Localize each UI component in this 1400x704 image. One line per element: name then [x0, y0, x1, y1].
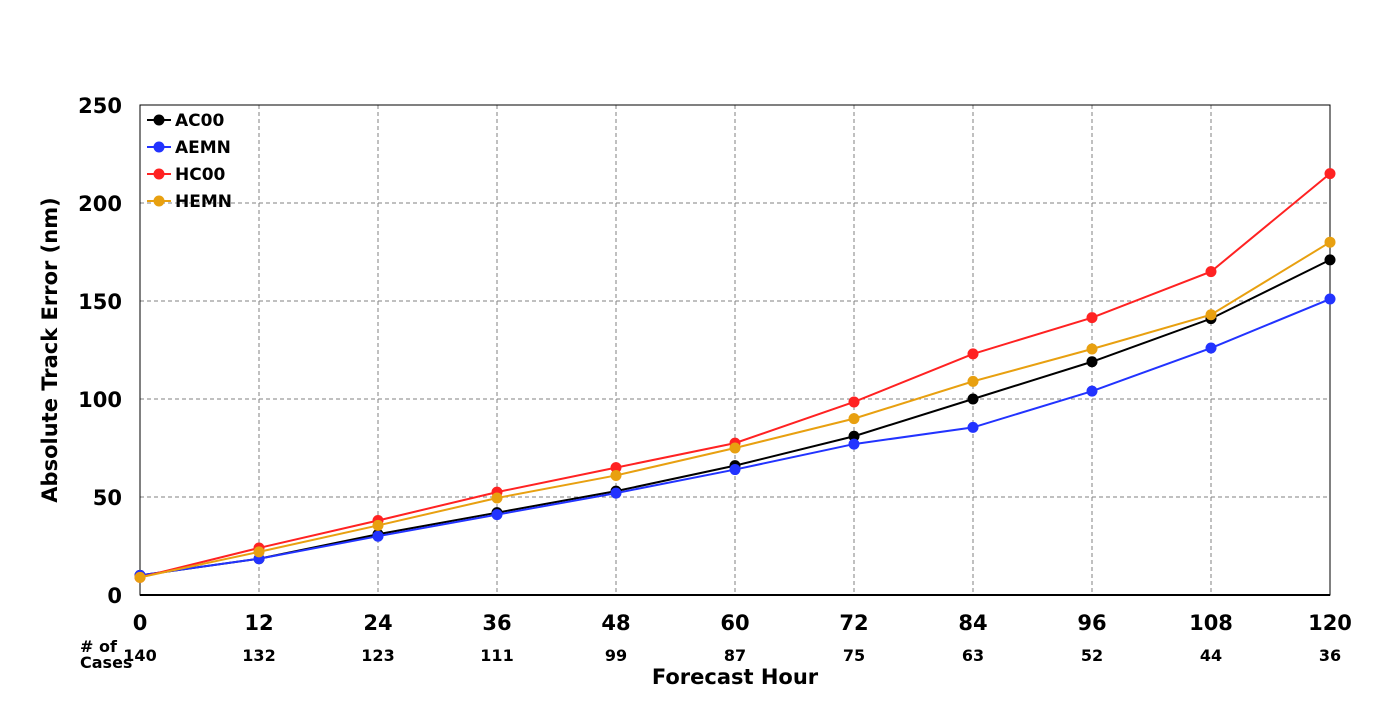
data-point: [1324, 293, 1336, 305]
data-point: [1324, 168, 1336, 180]
data-point: [1205, 309, 1217, 321]
data-point: [1086, 312, 1098, 324]
y-tick-label: 200: [78, 192, 122, 216]
y-axis-title: Absolute Track Error (nm): [38, 197, 62, 502]
y-tick-labels: 0 50 100 150 200 250: [78, 94, 122, 608]
data-point: [967, 393, 979, 405]
cases-label-line1: # of: [80, 637, 118, 656]
data-point: [1205, 342, 1217, 354]
case-count: 63: [962, 646, 984, 665]
legend-item-aemn: AEMN: [147, 138, 231, 158]
series-layer: [134, 168, 1336, 583]
legend-marker: [153, 141, 165, 153]
case-count: 87: [724, 646, 746, 665]
case-count: 52: [1081, 646, 1103, 665]
data-point: [372, 519, 384, 531]
data-point: [1086, 343, 1098, 355]
data-point: [848, 430, 860, 442]
data-point: [729, 442, 741, 454]
x-tick-label: 0: [133, 611, 148, 635]
legend-item-hc00: HC00: [147, 165, 226, 185]
data-point: [610, 462, 622, 474]
x-tick-label: 12: [244, 611, 273, 635]
legend-marker: [153, 195, 165, 207]
x-tick-label: 84: [958, 611, 987, 635]
x-tick-label: 48: [601, 611, 630, 635]
x-tick-label: 120: [1308, 611, 1352, 635]
data-point: [967, 348, 979, 360]
legend-marker: [153, 114, 165, 126]
case-count: 99: [605, 646, 627, 665]
data-point: [491, 509, 503, 521]
x-axis-title: Forecast Hour: [652, 665, 819, 689]
legend-label: HC00: [175, 165, 226, 185]
case-count: 111: [480, 646, 513, 665]
legend: AC00 AEMN HC00 HEMN: [147, 111, 232, 212]
series-hemn: [134, 236, 1336, 583]
data-point: [848, 413, 860, 425]
data-point: [1086, 356, 1098, 368]
cases-label-line2: Cases: [80, 653, 132, 672]
legend-marker: [153, 168, 165, 180]
case-count: 140: [123, 646, 156, 665]
legend-label: HEMN: [175, 192, 232, 212]
y-tick-label: 100: [78, 388, 122, 412]
data-point: [610, 469, 622, 481]
legend-item-ac00: AC00: [147, 111, 224, 131]
data-point: [134, 571, 146, 583]
case-count: 123: [361, 646, 394, 665]
case-count: 44: [1200, 646, 1222, 665]
data-point: [967, 421, 979, 433]
data-point: [610, 487, 622, 499]
x-tick-labels: 0 12 24 36 48 60 72 84 96 108 120: [133, 611, 1352, 635]
data-point: [1324, 236, 1336, 248]
data-point: [1205, 266, 1217, 278]
case-count: 132: [242, 646, 275, 665]
legend-item-hemn: HEMN: [147, 192, 232, 212]
data-point: [1324, 254, 1336, 266]
data-point: [967, 375, 979, 387]
data-point: [729, 464, 741, 476]
grid-lines: [140, 105, 1330, 595]
x-tick-label: 108: [1189, 611, 1233, 635]
y-tick-label: 250: [78, 94, 122, 118]
series-aemn: [134, 293, 1336, 581]
data-point: [491, 492, 503, 504]
x-tick-label: 60: [720, 611, 749, 635]
data-point: [1086, 385, 1098, 397]
x-tick-label: 96: [1077, 611, 1106, 635]
x-tick-label: 24: [363, 611, 392, 635]
case-count: 36: [1319, 646, 1341, 665]
data-point: [848, 396, 860, 408]
legend-label: AEMN: [175, 138, 231, 158]
data-point: [253, 546, 265, 558]
x-tick-label: 36: [482, 611, 511, 635]
data-point: [372, 530, 384, 542]
y-tick-label: 0: [107, 584, 122, 608]
cases-row: # of Cases 140 132 123 111 99 87 75 63 52 44 36: [80, 637, 1341, 672]
y-tick-label: 150: [78, 290, 122, 314]
case-count: 75: [843, 646, 865, 665]
legend-label: AC00: [175, 111, 224, 131]
data-point: [848, 438, 860, 450]
x-tick-label: 72: [839, 611, 868, 635]
y-tick-label: 50: [93, 486, 122, 510]
